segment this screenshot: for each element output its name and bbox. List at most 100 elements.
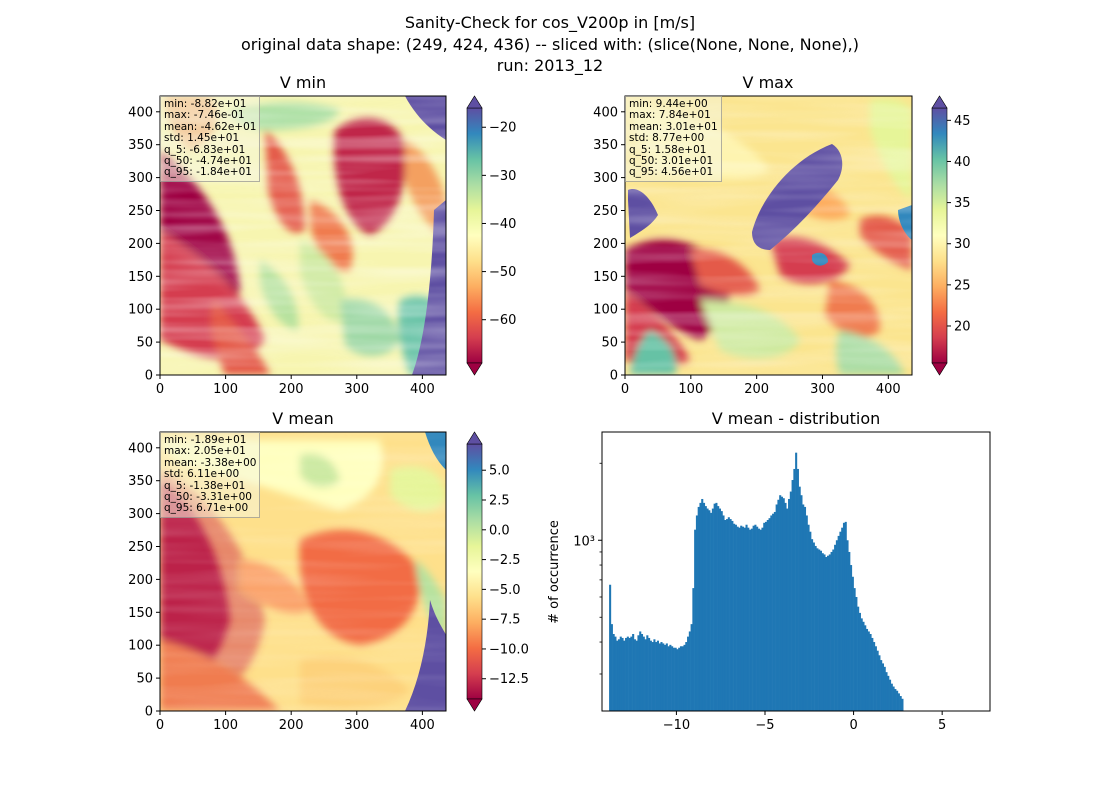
vmax-colorbar: 20 25 30 35 40 45	[931, 95, 971, 376]
vmax-stats-box: min: 9.44e+00 max: 7.84e+01 mean: 3.01e+…	[625, 96, 722, 182]
histogram-bar	[874, 646, 877, 711]
y-tick-label: 0	[145, 369, 153, 384]
histogram-bar	[839, 531, 842, 711]
histogram-bar	[711, 508, 714, 711]
x-tick-label: 0	[156, 718, 164, 733]
histogram-bar	[704, 506, 707, 711]
histogram-bar	[881, 663, 884, 711]
y-tick-label: 100	[128, 639, 153, 654]
y-tick-label: 400	[593, 105, 618, 120]
x-tick-label: 0	[156, 382, 164, 397]
histogram-bar	[782, 498, 785, 711]
histogram-bar	[878, 655, 881, 711]
histogram-bar	[639, 631, 642, 711]
colorbar-tick-label: 45	[954, 114, 971, 129]
histogram-bar	[687, 636, 690, 711]
histogram-bar	[827, 555, 830, 711]
histogram-bar	[637, 635, 640, 711]
histogram-bar	[729, 519, 732, 711]
histogram-bar	[649, 640, 652, 711]
x-tick-label: 400	[410, 718, 435, 733]
histogram-bar	[727, 517, 730, 711]
stat-line: q_50: -4.74e+01	[164, 155, 252, 168]
stat-line: mean: -3.38e+00	[164, 456, 257, 469]
y-tick-label: 250	[128, 204, 153, 219]
histogram-bar	[660, 642, 663, 711]
histogram-bar	[805, 515, 808, 711]
histogram-bar	[779, 495, 782, 711]
stat-line: mean: 3.01e+01	[629, 120, 718, 133]
histogram-bar	[830, 551, 833, 711]
histogram-bar	[632, 634, 635, 711]
colorbar-tick-label: 20	[954, 319, 971, 334]
x-tick-label: 100	[678, 382, 703, 397]
colorbar-tick-label: −2.5	[489, 553, 521, 568]
y-tick-label: 350	[593, 138, 618, 153]
histogram-bar	[899, 696, 902, 711]
histogram-bar	[860, 618, 863, 711]
stat-line: q_50: 3.01e+01	[629, 155, 714, 168]
histogram-bar	[642, 636, 645, 711]
histogram-bar	[850, 565, 853, 711]
histogram-bar	[823, 554, 826, 711]
histogram-bar	[733, 523, 736, 711]
histogram-bar	[749, 529, 752, 711]
colorbar-tick-label: 2.5	[489, 494, 510, 509]
histogram-axes-frame	[601, 431, 991, 712]
vmin-x-axis: 0 100 200 300 400	[156, 375, 435, 397]
x-tick-label: 300	[344, 382, 369, 397]
histogram-bar	[626, 636, 629, 711]
stat-line: std: 6.11e+00	[164, 468, 240, 481]
colorbar-tick-label: −5.0	[489, 583, 521, 598]
histogram-bar	[722, 515, 725, 711]
y-tick-label: 100	[593, 303, 618, 318]
stat-line: max: -7.46e-01	[164, 109, 245, 122]
histogram-bar	[812, 542, 815, 711]
stat-line: min: -8.82e+01	[164, 98, 247, 110]
histogram-bar	[665, 643, 668, 711]
vmean-x-axis: 0 100 200 300 400	[156, 711, 435, 733]
histogram-bar	[630, 636, 633, 711]
figure-title-line3: run: 2013_12	[496, 56, 604, 75]
vmin-title: V min	[280, 73, 326, 92]
vmin-stats-box: min: -8.82e+01 max: -7.46e-01 mean: -4.6…	[160, 96, 261, 182]
y-tick-label: 200	[593, 237, 618, 252]
histogram-bar	[890, 683, 893, 711]
y-tick-label: 400	[128, 105, 153, 120]
histogram-bar	[798, 486, 801, 711]
histogram-bar	[853, 588, 856, 711]
histogram-bar	[651, 642, 654, 711]
histogram-bar	[892, 686, 895, 711]
histogram-bar	[752, 525, 755, 711]
histogram-bar	[734, 524, 737, 711]
histogram-bar	[750, 528, 753, 711]
histogram-bar	[791, 480, 794, 711]
histogram-bar	[865, 628, 869, 711]
histogram-bar	[715, 502, 718, 711]
histogram-bar	[883, 666, 886, 711]
histogram-title: V mean - distribution	[712, 409, 881, 428]
x-tick-label: −10	[663, 718, 690, 733]
histogram-bar	[702, 502, 706, 711]
histogram-bar	[736, 526, 739, 711]
histogram-bar	[889, 679, 892, 711]
histogram-bar	[832, 549, 835, 711]
x-tick-label: 300	[344, 718, 369, 733]
histogram-bar	[656, 640, 659, 711]
histogram-bar	[747, 527, 750, 711]
histogram-bar	[679, 646, 683, 711]
y-tick-label: 100	[128, 303, 153, 318]
histogram-bar	[851, 576, 854, 711]
histogram-bar	[869, 634, 872, 711]
stat-line: std: 1.45e+01	[164, 132, 240, 145]
x-tick-label: 200	[279, 718, 304, 733]
y-tick-label: 350	[128, 138, 153, 153]
histogram-bar	[811, 539, 814, 711]
x-tick-label: 5	[938, 718, 946, 733]
colorbar-tick-label: 40	[954, 155, 971, 170]
histogram-bar	[724, 520, 727, 711]
colorbar-tick-label: −7.5	[489, 613, 521, 628]
y-tick-label: 150	[128, 270, 153, 285]
histogram-bar	[887, 675, 890, 711]
histogram-bar	[726, 519, 729, 711]
